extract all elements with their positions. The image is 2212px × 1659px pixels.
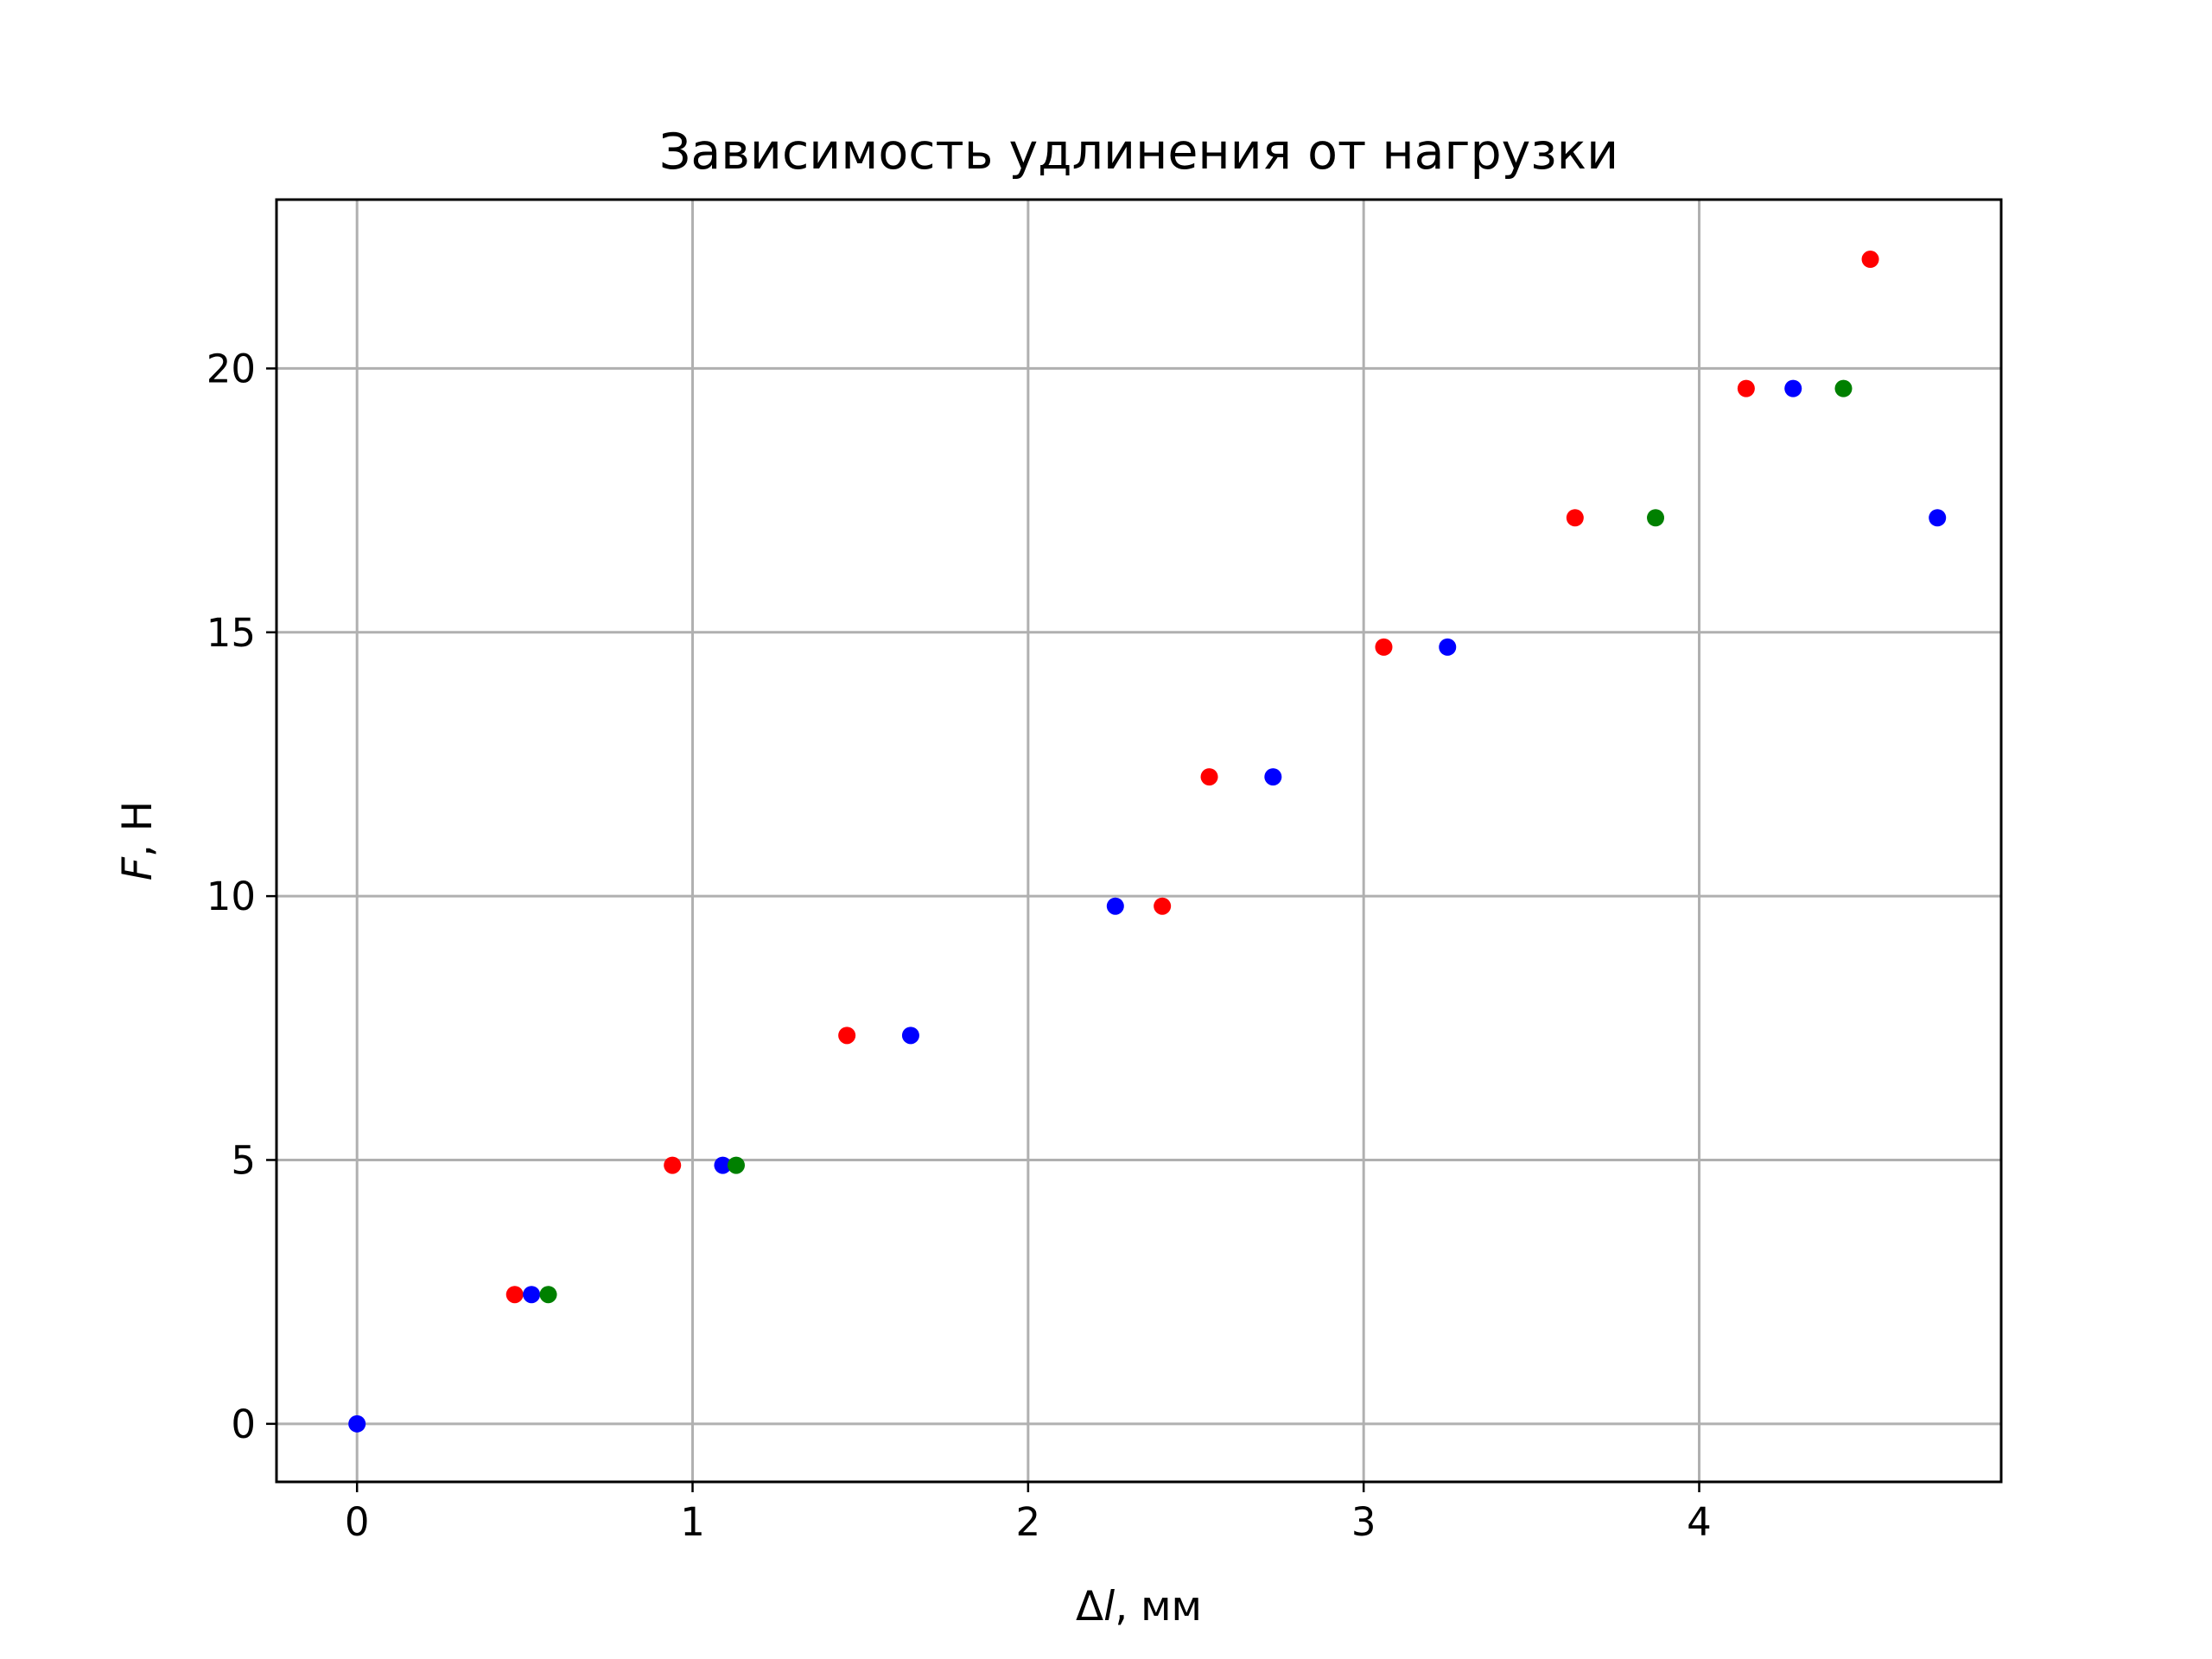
x-tick-label: 4	[1687, 1499, 1712, 1545]
x-tick-label: 0	[345, 1499, 370, 1545]
x-axis-label-unit: , мм	[1115, 1583, 1202, 1630]
y-axis-label-variable: F	[114, 856, 162, 880]
data-point	[505, 1286, 524, 1304]
chart-title: Зависимость удлинения от нагрузки	[659, 124, 1618, 181]
data-point	[901, 1027, 919, 1045]
data-point	[1834, 379, 1853, 397]
data-point	[728, 1156, 746, 1174]
data-point	[1439, 638, 1457, 656]
x-axis-label: Δl, мм	[1076, 1583, 1202, 1630]
data-point	[1737, 379, 1755, 397]
y-axis-label-unit: , Н	[114, 801, 162, 857]
data-point	[1154, 897, 1172, 915]
plot-frame	[275, 198, 2003, 1484]
data-point	[1861, 251, 1879, 269]
data-point	[838, 1027, 856, 1045]
data-point	[1264, 768, 1282, 786]
x-axis-label-symbol: Δ	[1076, 1583, 1103, 1630]
data-points	[348, 251, 1947, 1433]
y-tick-label: 10	[207, 874, 256, 919]
y-tick-label: 0	[231, 1402, 256, 1447]
ticks: 0 1 2 3 4 0 5 10 15 20	[207, 346, 1712, 1545]
y-tick-label: 20	[207, 346, 256, 391]
y-tick-label: 5	[231, 1137, 256, 1183]
x-tick-label: 1	[680, 1499, 705, 1545]
data-point	[1375, 638, 1393, 656]
data-point	[664, 1156, 682, 1174]
x-axis-label-variable: l	[1103, 1583, 1115, 1630]
data-point	[1106, 897, 1124, 915]
data-point	[1929, 509, 1947, 527]
y-axis-label: F, Н	[114, 801, 162, 880]
data-point	[1784, 379, 1802, 397]
data-point	[714, 1156, 732, 1174]
data-point	[348, 1414, 366, 1433]
data-point	[1200, 768, 1218, 786]
y-tick-label: 15	[207, 610, 256, 656]
x-tick-label: 2	[1016, 1499, 1041, 1545]
data-point	[1647, 509, 1665, 527]
data-point	[523, 1286, 541, 1304]
grid	[276, 200, 2001, 1482]
data-point	[539, 1286, 557, 1304]
data-point	[1566, 509, 1584, 527]
x-tick-label: 3	[1351, 1499, 1376, 1545]
